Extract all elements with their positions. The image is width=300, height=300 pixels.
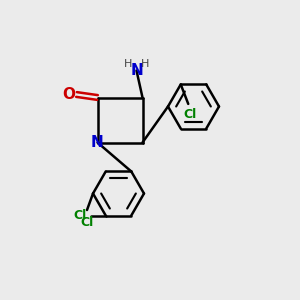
Text: Cl: Cl xyxy=(183,108,196,122)
Text: H: H xyxy=(141,59,149,69)
Text: Cl: Cl xyxy=(73,209,86,222)
Text: H: H xyxy=(124,59,132,69)
Text: N: N xyxy=(130,63,143,78)
Text: O: O xyxy=(62,87,76,102)
Text: N: N xyxy=(91,135,104,150)
Text: Cl: Cl xyxy=(80,216,94,229)
